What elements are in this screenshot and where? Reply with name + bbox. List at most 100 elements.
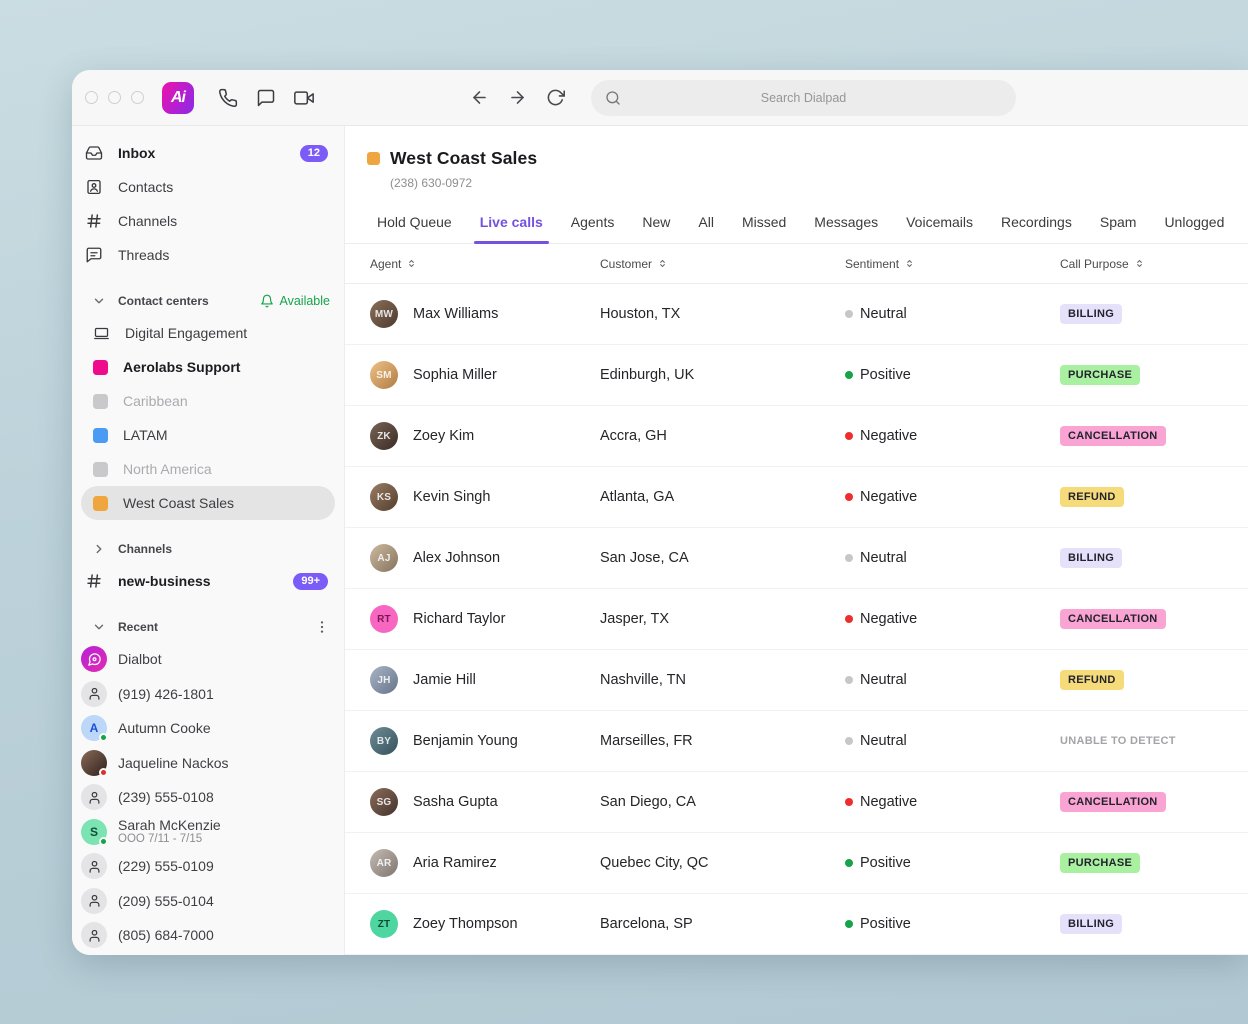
table-row[interactable]: ZK Zoey Kim Accra, GH Negative CANCELLATI… <box>345 406 1248 467</box>
recent-label: Jaqueline Nackos <box>118 754 229 771</box>
call-purpose-badge: PURCHASE <box>1060 853 1141 873</box>
agent-avatar: AJ <box>370 544 398 572</box>
tab-missed[interactable]: Missed <box>741 214 787 230</box>
search-input[interactable] <box>591 79 1016 116</box>
call-purpose-badge: PURCHASE <box>1060 365 1141 385</box>
sidebar-item-inbox[interactable]: Inbox 12 <box>72 136 344 170</box>
column-label: Call Purpose <box>1060 256 1129 271</box>
channel-item-new-business[interactable]: new-business 99+ <box>72 564 344 598</box>
dialpad-logo[interactable]: Ai <box>162 81 194 114</box>
table-row[interactable]: AJ Alex Johnson San Jose, CA Neutral BILL… <box>345 528 1248 589</box>
tab-hold-queue[interactable]: Hold Queue <box>377 214 452 230</box>
tab-recordings[interactable]: Recordings <box>1001 214 1072 230</box>
recent-item--805-684-7000[interactable]: (805) 684-7000 <box>72 918 344 953</box>
recent-item-autumn-cooke[interactable]: A Autumn Cooke <box>72 711 344 746</box>
recent-item-sarah-mckenzie[interactable]: S Sarah McKenzie OOO 7/11 - 7/15 <box>72 815 344 850</box>
column-header-agent[interactable]: Agent <box>370 257 600 271</box>
contact-center-digital-engagement[interactable]: Digital Engagement <box>81 316 335 350</box>
tab-live-calls[interactable]: Live calls <box>473 214 549 244</box>
recent-item--229-555-0109[interactable]: (229) 555-0109 <box>72 849 344 884</box>
table-row[interactable]: JH Jamie Hill Nashville, TN Neutral REFUN… <box>345 650 1248 711</box>
tab-agents[interactable]: Agents <box>570 214 615 230</box>
tab-all[interactable]: All <box>698 214 714 230</box>
recent-label: Autumn Cooke <box>118 720 211 737</box>
contact-center-caribbean[interactable]: Caribbean <box>81 384 335 418</box>
recent-item--919-426-1801[interactable]: (919) 426-1801 <box>72 677 344 712</box>
column-header-call-purpose[interactable]: Call Purpose <box>1060 257 1248 271</box>
section-recent[interactable]: Recent <box>72 612 344 642</box>
agent-name: Jamie Hill <box>413 672 476 688</box>
window-control-dot[interactable] <box>85 91 98 104</box>
channel-label: new-business <box>118 573 211 589</box>
agent-avatar: SM <box>370 361 398 389</box>
search-bar[interactable] <box>591 79 1016 116</box>
chat-icon[interactable] <box>256 88 276 108</box>
section-contact-centers[interactable]: Contact centers Available <box>72 286 344 316</box>
table-header: Agent Customer Sentiment Call Purpose <box>345 244 1248 284</box>
table-row[interactable]: KS Kevin Singh Atlanta, GA Negative REFUN… <box>345 467 1248 528</box>
agent-avatar: JH <box>370 666 398 694</box>
sort-icon <box>657 258 668 269</box>
recent-label: (919) 426-1801 <box>118 685 214 702</box>
window-controls[interactable] <box>85 91 144 104</box>
tab-unlogged[interactable]: Unlogged <box>1164 214 1225 230</box>
call-purpose-badge: BILLING <box>1060 304 1123 324</box>
agent-name: Alex Johnson <box>413 550 501 566</box>
availability-status[interactable]: Available <box>260 294 330 308</box>
section-channels[interactable]: Channels <box>72 534 344 564</box>
contact-center-aerolabs-support[interactable]: Aerolabs Support <box>81 350 335 384</box>
table-row[interactable]: MW Max Williams Houston, TX Neutral BILLI… <box>345 284 1248 345</box>
call-purpose-badge: CANCELLATION <box>1060 426 1166 446</box>
customer-location: San Jose, CA <box>600 550 689 566</box>
section-label: Channels <box>118 542 173 556</box>
table-row[interactable]: SG Sasha Gupta San Diego, CA Negative CAN… <box>345 772 1248 833</box>
phone-icon[interactable] <box>218 88 238 108</box>
refresh-icon[interactable] <box>546 88 565 107</box>
contact-center-north-america[interactable]: North America <box>81 452 335 486</box>
contact-center-west-coast-sales[interactable]: West Coast Sales <box>81 486 335 520</box>
window-control-dot[interactable] <box>108 91 121 104</box>
sidebar-item-threads[interactable]: Threads <box>72 238 344 272</box>
sidebar-item-contacts[interactable]: Contacts <box>72 170 344 204</box>
sentiment-label: Neutral <box>860 733 907 749</box>
threads-icon <box>85 246 103 264</box>
avatar <box>81 749 108 777</box>
table-row[interactable]: ZT Zoey Thompson Barcelona, SP Positive B… <box>345 894 1248 955</box>
column-header-customer[interactable]: Customer <box>600 257 845 271</box>
tab-voicemails[interactable]: Voicemails <box>906 214 974 230</box>
recent-item--239-555-0108[interactable]: (239) 555-0108 <box>72 780 344 815</box>
recent-item-dialbot[interactable]: Dialbot <box>72 642 344 677</box>
sentiment-dot <box>845 432 853 440</box>
inbox-icon <box>85 144 103 162</box>
table-row[interactable]: SM Sophia Miller Edinburgh, UK Positive P… <box>345 345 1248 406</box>
recent-label: (229) 555-0109 <box>118 858 214 875</box>
tab-new[interactable]: New <box>642 214 671 230</box>
table-row[interactable]: BY Benjamin Young Marseilles, FR Neutral … <box>345 711 1248 772</box>
column-header-sentiment[interactable]: Sentiment <box>845 257 1060 271</box>
contacts-icon <box>85 178 103 196</box>
table-row[interactable]: AR Aria Ramirez Quebec City, QC Positive … <box>345 833 1248 894</box>
availability-label: Available <box>279 294 330 308</box>
recent-item-jaqueline-nackos[interactable]: Jaqueline Nackos <box>72 746 344 781</box>
tab-spam[interactable]: Spam <box>1099 214 1137 230</box>
contact-center-latam[interactable]: LATAM <box>81 418 335 452</box>
presence-dot <box>99 767 108 777</box>
call-purpose-badge: BILLING <box>1060 914 1123 934</box>
monitor-icon <box>93 325 110 342</box>
sentiment-label: Positive <box>860 916 911 932</box>
contact-center-color-square <box>367 151 380 165</box>
video-icon[interactable] <box>294 88 314 108</box>
forward-icon[interactable] <box>508 88 527 107</box>
agent-name: Benjamin Young <box>413 733 518 749</box>
hash-icon <box>85 212 103 230</box>
sidebar-item-channels[interactable]: Channels <box>72 204 344 238</box>
window-control-dot[interactable] <box>131 91 144 104</box>
back-icon[interactable] <box>470 88 489 107</box>
tab-messages[interactable]: Messages <box>814 214 879 230</box>
table-row[interactable]: RT Richard Taylor Jasper, TX Negative CAN… <box>345 589 1248 650</box>
recent-item--209-555-0104[interactable]: (209) 555-0104 <box>72 884 344 919</box>
more-options-icon[interactable] <box>314 619 330 635</box>
agent-name: Sophia Miller <box>413 367 497 383</box>
call-purpose-badge: CANCELLATION <box>1060 609 1166 629</box>
agent-avatar: AR <box>370 849 398 877</box>
